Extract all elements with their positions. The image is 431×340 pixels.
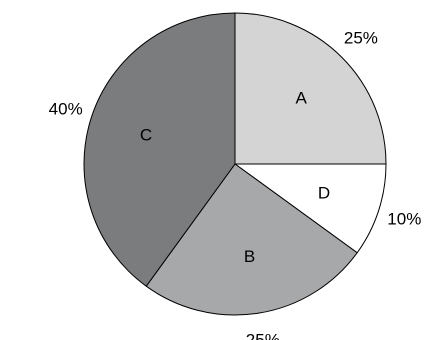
percent-label-c: 40% bbox=[49, 100, 83, 119]
pie-slice-c bbox=[83, 12, 236, 287]
percent-labels: 25% 10% 25% 40% bbox=[49, 29, 422, 340]
slice-label-a: A bbox=[296, 88, 308, 107]
slice-label-d: D bbox=[318, 183, 330, 202]
percent-label-b: 25% bbox=[246, 330, 280, 340]
slice-label-c: C bbox=[140, 126, 152, 145]
percent-label-d: 10% bbox=[387, 210, 421, 229]
pie-slices bbox=[83, 12, 387, 316]
pie-slice-d bbox=[233, 163, 387, 254]
slice-labels: A D B C bbox=[140, 88, 330, 266]
percent-label-a: 25% bbox=[344, 29, 378, 48]
pie-slice-b bbox=[145, 163, 358, 316]
slice-label-b: B bbox=[244, 247, 255, 266]
pie-slice-a bbox=[234, 12, 387, 165]
